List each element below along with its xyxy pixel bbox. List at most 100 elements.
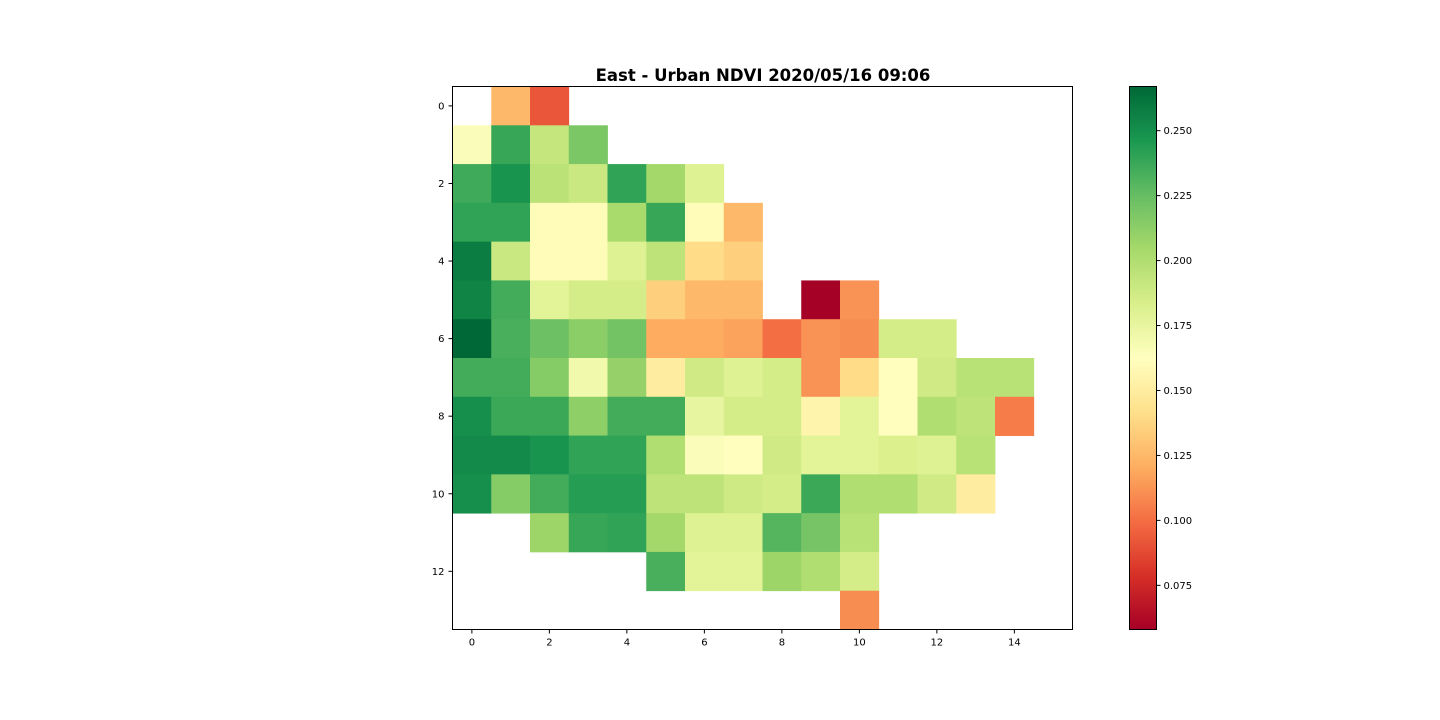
- heatmap-cell: [452, 280, 492, 320]
- heatmap-cell: [452, 164, 492, 204]
- heatmap-cell: [530, 241, 570, 281]
- heatmap-cell: [491, 474, 531, 514]
- heatmap-cell: [801, 319, 841, 359]
- heatmap-cell: [646, 164, 686, 204]
- heatmap-cell: [491, 241, 531, 281]
- heatmap-cell: [491, 125, 531, 165]
- heatmap-cell: [840, 551, 880, 592]
- x-tick-label: 8: [779, 638, 785, 649]
- heatmap-cell: [646, 319, 686, 359]
- heatmap-cell: [452, 241, 492, 281]
- heatmap-cell: [917, 319, 957, 359]
- colorbar-tick-label: 0.075: [1164, 581, 1193, 592]
- heatmap-cell: [801, 513, 841, 553]
- heatmap-cell: [568, 396, 608, 436]
- heatmap-cell: [530, 474, 570, 514]
- colorbar-tick-label: 0.150: [1164, 386, 1193, 397]
- heatmap-cell: [956, 396, 996, 436]
- heatmap-cell: [723, 358, 763, 398]
- heatmap-cell: [956, 358, 996, 398]
- heatmap-cell: [491, 280, 531, 320]
- colorbar: [1129, 86, 1157, 630]
- heatmap-cell: [452, 435, 492, 475]
- x-tick-label: 2: [546, 638, 552, 649]
- heatmap-cell: [491, 396, 531, 436]
- heatmap-cell: [840, 319, 880, 359]
- colorbar-tick-label: 0.200: [1164, 256, 1193, 267]
- heatmap-cell: [530, 513, 570, 553]
- heatmap-cell: [530, 164, 570, 204]
- plot-frame: [452, 86, 1073, 630]
- heatmap-cell: [685, 164, 725, 204]
- heatmap-cell: [491, 164, 531, 204]
- heatmap-cell: [840, 358, 880, 398]
- colorbar-tick-label: 0.125: [1164, 451, 1193, 462]
- heatmap-cell: [762, 319, 802, 359]
- heatmap-cell: [840, 396, 880, 436]
- heatmap-cell: [607, 396, 647, 436]
- heatmap-cell: [878, 474, 918, 514]
- heatmap-cell: [762, 435, 802, 475]
- heatmap-cell: [685, 551, 725, 592]
- heatmap-cell: [452, 474, 492, 514]
- heatmap-cell: [723, 319, 763, 359]
- heatmap-cell: [607, 319, 647, 359]
- heatmap-cell: [530, 435, 570, 475]
- heatmap-cell: [607, 435, 647, 475]
- heatmap-cell: [568, 280, 608, 320]
- x-tick-label: 4: [624, 638, 630, 649]
- heatmap-cell: [607, 358, 647, 398]
- heatmap-cell: [801, 435, 841, 475]
- heatmap-cell: [917, 474, 957, 514]
- heatmap-cell: [801, 551, 841, 592]
- heatmap-cell: [723, 202, 763, 243]
- heatmap-cell: [607, 202, 647, 243]
- heatmap-cell: [530, 125, 570, 165]
- heatmap-cell: [491, 202, 531, 243]
- heatmap-cell: [685, 513, 725, 553]
- heatmap-cell: [491, 358, 531, 398]
- heatmap-cell: [530, 280, 570, 320]
- heatmap-cell: [917, 396, 957, 436]
- x-tick-label: 14: [1008, 638, 1021, 649]
- heatmap-cell: [685, 241, 725, 281]
- heatmap-cell: [685, 358, 725, 398]
- y-tick-label: 0: [438, 101, 444, 112]
- heatmap-cell: [568, 435, 608, 475]
- colorbar-tick-label: 0.100: [1164, 516, 1193, 527]
- heatmap-cell: [607, 164, 647, 204]
- heatmap-cell: [878, 396, 918, 436]
- heatmap-cell: [723, 241, 763, 281]
- heatmap-cell: [568, 358, 608, 398]
- heatmap-cell: [956, 474, 996, 514]
- heatmap-cell: [530, 358, 570, 398]
- heatmap-cell: [762, 513, 802, 553]
- heatmap-cell: [995, 396, 1035, 436]
- x-tick-label: 6: [701, 638, 707, 649]
- y-tick-label: 6: [438, 334, 444, 345]
- heatmap-cell: [646, 474, 686, 514]
- heatmap-cell: [685, 280, 725, 320]
- heatmap-cell: [568, 319, 608, 359]
- heatmap-cell: [878, 358, 918, 398]
- heatmap-cell: [685, 435, 725, 475]
- heatmap-cell: [840, 435, 880, 475]
- heatmap-cell: [491, 435, 531, 475]
- heatmap-cell: [801, 280, 841, 320]
- heatmap-cell: [723, 435, 763, 475]
- heatmap-cell: [530, 319, 570, 359]
- heatmap-cell: [568, 513, 608, 553]
- heatmap-cell: [646, 202, 686, 243]
- heatmap-cell: [646, 513, 686, 553]
- heatmap-cell: [956, 435, 996, 475]
- x-tick-label: 10: [853, 638, 866, 649]
- x-axis: 0 2 4 6 8 10 12 14: [469, 629, 1021, 649]
- heatmap-cell: [723, 474, 763, 514]
- heatmap-cell: [452, 125, 492, 165]
- heatmap-cell: [840, 474, 880, 514]
- heatmap-cell: [723, 551, 763, 592]
- heatmap-cell: [685, 319, 725, 359]
- heatmap-cell: [917, 435, 957, 475]
- heatmap-cell: [685, 202, 725, 243]
